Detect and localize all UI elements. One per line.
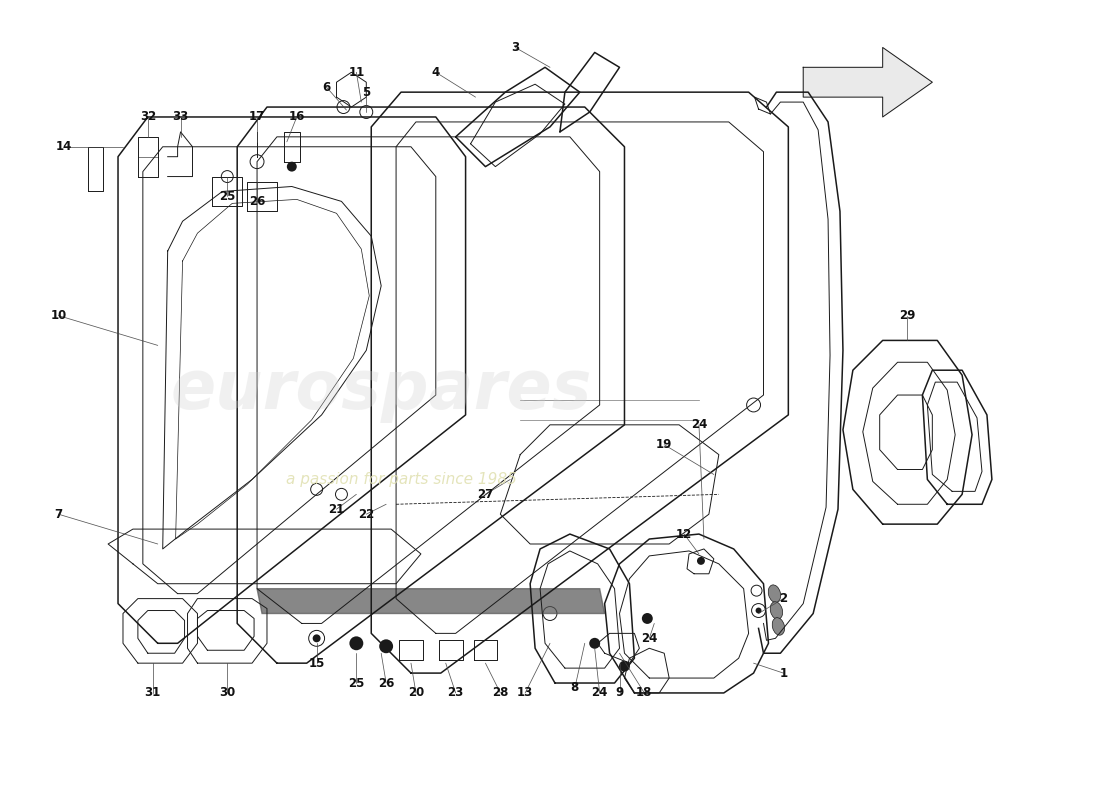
Circle shape	[756, 607, 761, 614]
Text: 4: 4	[431, 66, 440, 78]
Ellipse shape	[768, 585, 781, 602]
Text: 26: 26	[378, 677, 394, 690]
Ellipse shape	[770, 602, 782, 619]
Text: 25: 25	[349, 677, 364, 690]
Text: 1: 1	[779, 666, 788, 679]
Text: 8: 8	[571, 682, 579, 694]
Text: 33: 33	[173, 110, 189, 123]
Text: 2: 2	[779, 592, 788, 605]
Text: 32: 32	[140, 110, 156, 123]
Text: 13: 13	[517, 686, 534, 699]
Text: 15: 15	[308, 657, 324, 670]
Text: 27: 27	[477, 488, 494, 501]
Text: 19: 19	[656, 438, 672, 451]
Text: 5: 5	[362, 86, 371, 98]
Circle shape	[312, 634, 320, 642]
Text: 10: 10	[51, 309, 67, 322]
Text: eurospares: eurospares	[170, 357, 592, 423]
Text: 30: 30	[219, 686, 235, 699]
Ellipse shape	[772, 618, 784, 635]
Text: 28: 28	[492, 686, 508, 699]
Text: 29: 29	[900, 309, 915, 322]
Text: 24: 24	[641, 632, 658, 645]
Text: 7: 7	[54, 508, 63, 521]
Circle shape	[619, 661, 630, 672]
Circle shape	[697, 557, 705, 565]
Circle shape	[287, 162, 297, 171]
Text: a passion for parts since 1985: a passion for parts since 1985	[286, 472, 517, 487]
Text: 17: 17	[249, 110, 265, 123]
Circle shape	[350, 636, 363, 650]
Text: 12: 12	[675, 527, 692, 541]
Text: 24: 24	[592, 686, 608, 699]
Text: 23: 23	[448, 686, 464, 699]
Text: 22: 22	[359, 508, 374, 521]
Text: 16: 16	[288, 110, 305, 123]
Circle shape	[590, 638, 601, 649]
Text: 18: 18	[636, 686, 652, 699]
Text: 11: 11	[349, 66, 364, 78]
Text: 21: 21	[329, 502, 344, 516]
Text: 24: 24	[691, 418, 707, 431]
Circle shape	[379, 639, 393, 654]
Polygon shape	[257, 589, 605, 614]
Polygon shape	[803, 47, 933, 117]
Text: 14: 14	[55, 140, 72, 154]
Text: 9: 9	[615, 686, 624, 699]
Circle shape	[642, 613, 652, 624]
Text: 25: 25	[219, 190, 235, 203]
Text: 26: 26	[249, 195, 265, 208]
Text: 6: 6	[322, 81, 331, 94]
Text: 20: 20	[408, 686, 425, 699]
Text: 3: 3	[512, 41, 519, 54]
Text: 31: 31	[145, 686, 161, 699]
